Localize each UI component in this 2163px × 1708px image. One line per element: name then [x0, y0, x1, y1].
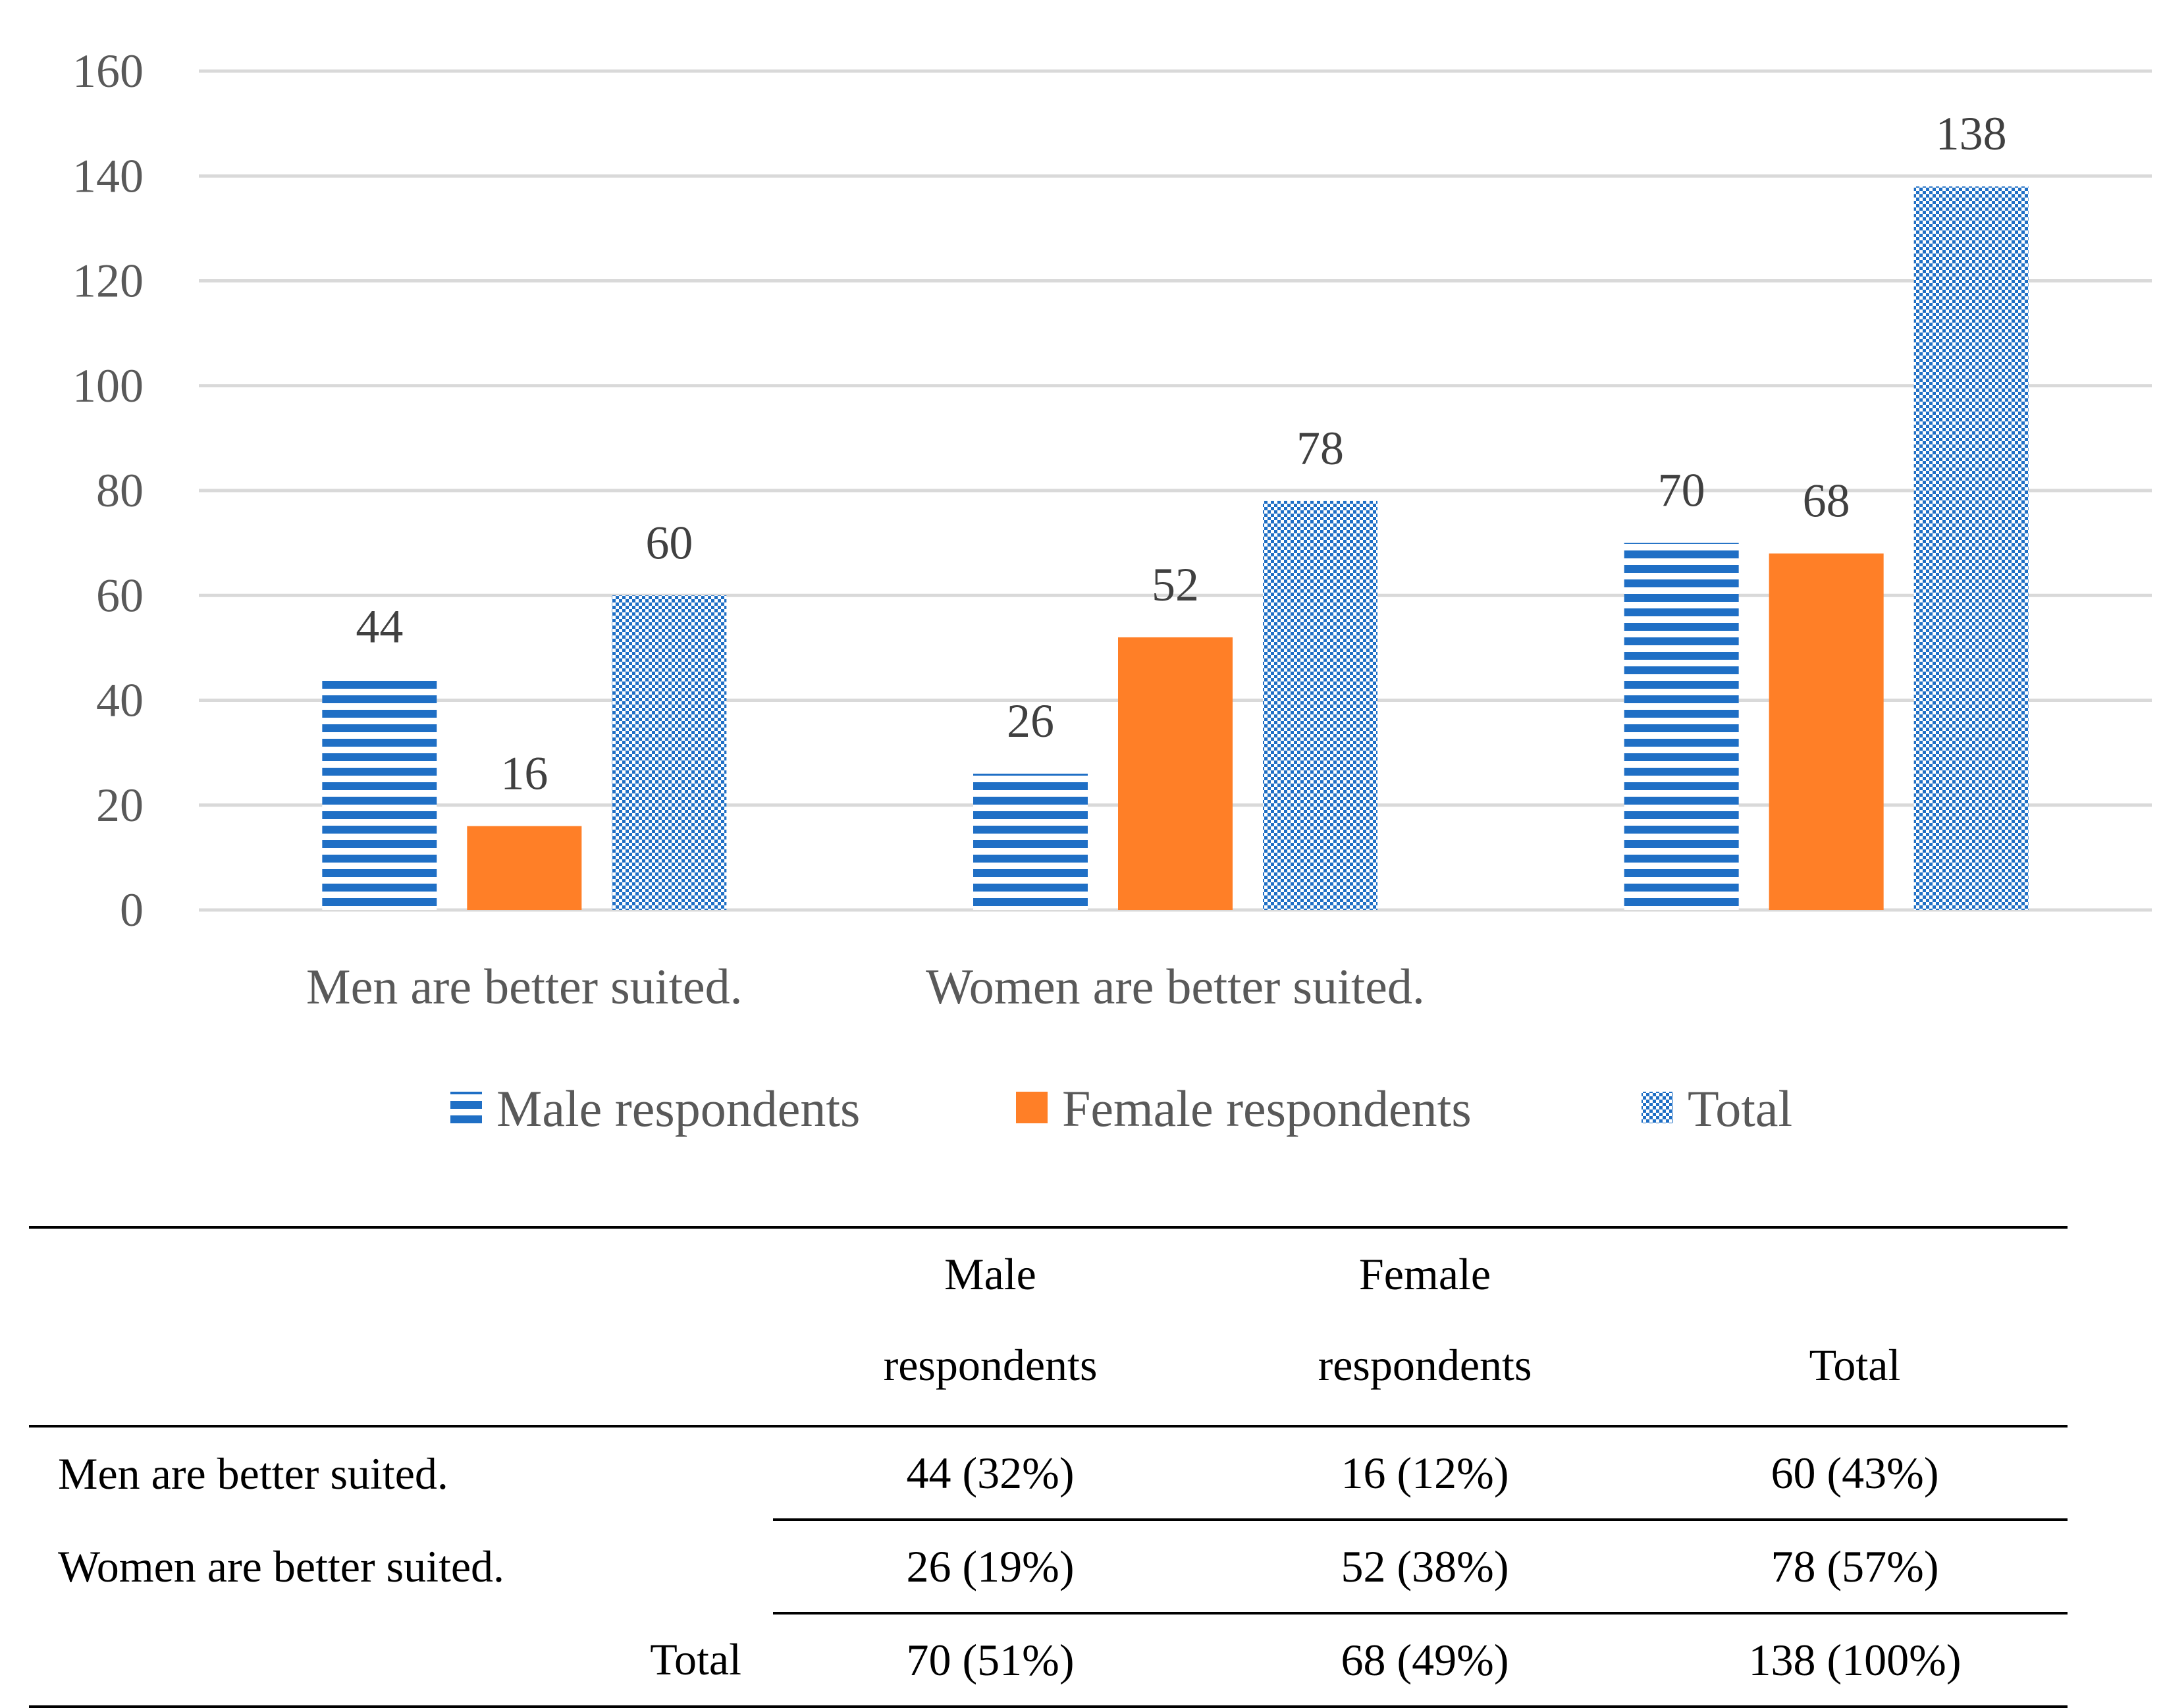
y-tick-label: 100 — [72, 360, 144, 412]
data-label: 78 — [1296, 422, 1344, 475]
cell-female: 52 (38%) — [1208, 1520, 1642, 1615]
cell-male: 70 (51%) — [773, 1613, 1208, 1708]
legend-swatch — [1642, 1092, 1673, 1123]
data-label: 70 — [1658, 464, 1705, 517]
cell-male: 26 (19%) — [773, 1520, 1208, 1615]
data-label: 138 — [1936, 107, 2007, 160]
header-male: Male respondents — [773, 1226, 1208, 1428]
header-total: Total — [1642, 1226, 2068, 1428]
row-label: Men are better suited. — [58, 1448, 448, 1499]
table-row: Men are better suited. 44 (32%) 16 (12%)… — [29, 1426, 2068, 1521]
cell-total: 138 (100%) — [1642, 1613, 2068, 1708]
cell-male: 44 (32%) — [773, 1426, 1208, 1521]
y-tick-label: 160 — [72, 45, 144, 97]
y-tick-label: 140 — [72, 149, 144, 202]
header-female: Female respondents — [1208, 1226, 1642, 1428]
table-header-row: Male respondents Female respondents Total — [29, 1226, 2068, 1428]
legend-swatch — [1016, 1092, 1048, 1123]
header-empty — [29, 1226, 773, 1428]
bars — [322, 186, 2029, 910]
bar-male-respondents — [1624, 543, 1739, 910]
data-label: 60 — [645, 516, 693, 569]
x-axis: Men are better suited. Women are better s… — [306, 959, 1425, 1015]
bar-chart: 0 20 40 60 80 100 120 140 160 44 16 60 26 52 78 70 68 13… — [72, 45, 2152, 1137]
y-axis: 0 20 40 60 80 100 120 140 160 — [72, 45, 144, 936]
table-row: Women are better suited. 26 (19%) 52 (38… — [29, 1520, 2068, 1615]
x-category-label: Men are better suited. — [306, 959, 743, 1015]
y-tick-label: 20 — [96, 779, 144, 832]
y-tick-label: 0 — [120, 884, 144, 936]
cell-total: 60 (43%) — [1642, 1426, 2068, 1521]
row-label: Total — [29, 1613, 773, 1708]
grid-lines — [199, 69, 2152, 912]
legend-label: Female respondents — [1062, 1080, 1472, 1137]
bar-total — [1913, 186, 2029, 910]
x-category-label: Women are better suited. — [926, 959, 1425, 1015]
bar-total — [1263, 500, 1377, 910]
y-tick-label: 40 — [96, 674, 144, 727]
bar-female-respondents — [1769, 553, 1884, 910]
summary-table: Male respondents Female respondents Total … — [29, 1226, 2068, 1708]
cell-female: 68 (49%) — [1208, 1613, 1642, 1708]
y-tick-label: 60 — [96, 569, 144, 622]
y-tick-label: 120 — [72, 255, 144, 307]
legend-swatch — [450, 1092, 482, 1123]
cell-total: 78 (57%) — [1642, 1520, 2068, 1615]
data-labels: 44 16 60 26 52 78 70 68 138 — [356, 107, 2006, 799]
legend: Male respondents Female respondents Total — [450, 1080, 1792, 1137]
bar-female-respondents — [1118, 637, 1233, 910]
bar-female-respondents — [467, 826, 582, 910]
table-row-total: Total 70 (51%) 68 (49%) 138 (100%) — [29, 1613, 2068, 1708]
legend-label: Male respondents — [496, 1080, 860, 1137]
legend-label: Total — [1688, 1080, 1792, 1137]
bar-male-respondents — [973, 773, 1088, 910]
data-label: 16 — [500, 747, 548, 800]
row-label: Women are better suited. — [58, 1541, 505, 1591]
data-label: 52 — [1152, 558, 1199, 611]
data-label: 68 — [1803, 475, 1850, 527]
y-tick-label: 80 — [96, 464, 144, 517]
cell-female: 16 (12%) — [1208, 1426, 1642, 1521]
bar-male-respondents — [322, 679, 437, 910]
bar-total — [612, 595, 727, 910]
data-label: 44 — [356, 600, 403, 653]
data-label: 26 — [1007, 695, 1054, 747]
